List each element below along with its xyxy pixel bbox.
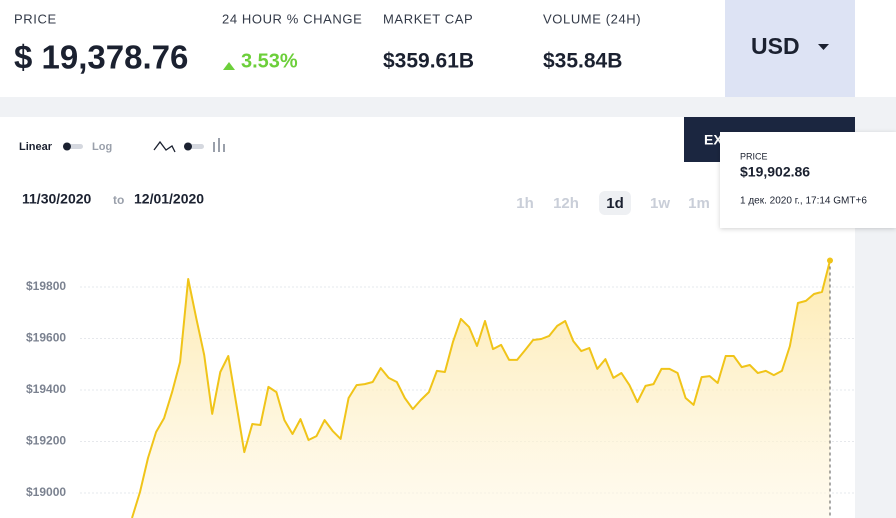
caret [818,44,829,50]
y-tick-label: $19600 [26,331,66,345]
stat-label: 24 HOUR % CHANGE [222,11,362,26]
y-tick-label: $19200 [26,434,66,448]
timeframe[interactable]: 1m [688,195,710,212]
area-fill [132,260,830,518]
linear-label[interactable]: Linear [19,141,53,153]
tooltip-time: 1 дек. 2020 г., 17:14 GMT+6 [740,196,867,207]
stat-label: VOLUME (24H) [543,11,641,26]
line-icon[interactable] [153,140,176,153]
stat-value: $35.84B [543,50,622,73]
stat-label: MARKET CAP [383,11,473,26]
tooltip-box [720,132,896,228]
y-tick-label: $19800 [26,279,66,293]
currency-label[interactable]: USD [751,33,800,59]
y-tick-label: $19400 [26,382,66,396]
tooltip-value: $19,902.86 [740,164,810,180]
stat-value: $ 19,378.76 [14,39,188,76]
timeframe-selected [599,191,631,215]
timeframe[interactable]: 1d [606,195,624,212]
timeframe[interactable]: 1w [650,195,670,212]
tooltip-label: PRICE [740,151,768,161]
date-from[interactable]: 11/30/2020 [22,191,92,207]
stat-value: $359.61B [383,50,474,73]
toggle-knob [63,142,71,151]
price-line [131,260,831,518]
log-label[interactable]: Log [92,141,112,153]
bar-icon[interactable] [213,138,225,152]
timeframe[interactable]: 12h [553,195,579,212]
date-sep: to [113,193,124,207]
stat-value: 3.53% [241,50,298,72]
toggle-knob [184,142,192,151]
timeframe[interactable]: 1h [516,195,534,212]
hover-point [827,257,833,264]
y-tick-label: $19000 [26,485,66,499]
currency-button[interactable] [725,0,855,97]
date-to[interactable]: 12/01/2020 [134,191,204,207]
stat-label: PRICE [14,11,57,26]
plot: $19000 $19200 $19400 $19600 $19800 [26,257,855,518]
up-arrow [223,62,235,70]
tooltip: PRICE $19,902.86 1 дек. 2020 г., 17:14 G… [720,132,896,228]
